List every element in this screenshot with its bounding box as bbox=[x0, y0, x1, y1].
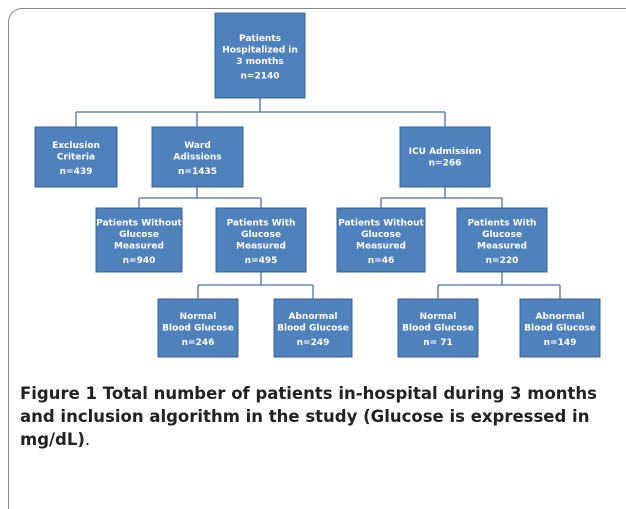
connector bbox=[197, 272, 314, 299]
node-label: n=495 bbox=[245, 256, 278, 266]
node-label: n=266 bbox=[429, 158, 462, 168]
node-label: n=940 bbox=[123, 256, 156, 266]
node-label: Blood Glucose bbox=[162, 324, 234, 334]
node-box bbox=[151, 126, 244, 188]
node-label: n= 71 bbox=[423, 338, 453, 348]
node-label: n=149 bbox=[544, 338, 577, 348]
node-box bbox=[456, 207, 548, 273]
node-label: n=246 bbox=[182, 338, 215, 348]
figure-frame bbox=[8, 8, 626, 509]
node-label: ICU Admission bbox=[409, 147, 482, 157]
node-label: Glucose bbox=[119, 230, 159, 240]
caption-end: . bbox=[84, 430, 91, 449]
node-label: Measured bbox=[356, 241, 406, 251]
caption-text: Total number of patients in-hospital dur… bbox=[20, 384, 597, 449]
node-label: 3 months bbox=[236, 57, 283, 67]
node-label: Patients Without bbox=[96, 218, 182, 228]
node-label: Criteria bbox=[57, 153, 95, 163]
node-label: n=2140 bbox=[241, 71, 280, 81]
connector bbox=[437, 272, 561, 299]
connector bbox=[75, 98, 446, 127]
node-label: Glucose bbox=[361, 230, 401, 240]
node-label: Blood Glucose bbox=[524, 324, 596, 334]
node-label: Abnormal bbox=[536, 312, 585, 322]
node-label: Measured bbox=[114, 241, 164, 251]
node-box bbox=[215, 207, 307, 273]
node-label: Glucose bbox=[241, 230, 281, 240]
node-label: Patients bbox=[239, 34, 281, 44]
caption: Figure 1 Total number of patients in-hos… bbox=[20, 382, 620, 451]
node-label: Measured bbox=[477, 241, 527, 251]
node-label: Patients With bbox=[468, 218, 537, 228]
node-label: Adissions bbox=[173, 153, 221, 163]
node-label: Ward bbox=[184, 141, 211, 151]
node-box bbox=[397, 298, 479, 358]
node-label: Patients With bbox=[227, 218, 296, 228]
node-label: Blood Glucose bbox=[277, 324, 349, 334]
node-label: n=46 bbox=[368, 256, 394, 266]
page: Patients Hospitalized in 3 months n=2140 Exc… bbox=[8, 8, 626, 509]
node-label: Measured bbox=[236, 241, 286, 251]
node-box bbox=[95, 207, 183, 273]
node-label: n=220 bbox=[486, 256, 519, 266]
node-label: Abnormal bbox=[289, 312, 338, 322]
node-label: Normal bbox=[420, 312, 457, 322]
node-box bbox=[157, 298, 239, 358]
node-label: Normal bbox=[180, 312, 217, 322]
connector bbox=[380, 187, 503, 208]
node-box bbox=[336, 207, 426, 273]
node-box bbox=[273, 298, 353, 358]
node-box bbox=[34, 126, 118, 188]
node-box bbox=[214, 12, 306, 99]
node-label: Exclusion bbox=[52, 141, 100, 151]
caption-label: Figure 1 bbox=[20, 384, 98, 403]
node-box bbox=[399, 126, 491, 188]
node-label: n=439 bbox=[60, 167, 93, 177]
connector bbox=[138, 187, 262, 208]
node-label: n=249 bbox=[297, 338, 330, 348]
node-label: Hospitalized in bbox=[222, 45, 298, 55]
node-label: Blood Glucose bbox=[402, 324, 474, 334]
node-box bbox=[519, 298, 601, 358]
node-label: Patients Without bbox=[338, 218, 424, 228]
node-label: Glucose bbox=[482, 230, 522, 240]
node-label: n=1435 bbox=[178, 167, 217, 177]
